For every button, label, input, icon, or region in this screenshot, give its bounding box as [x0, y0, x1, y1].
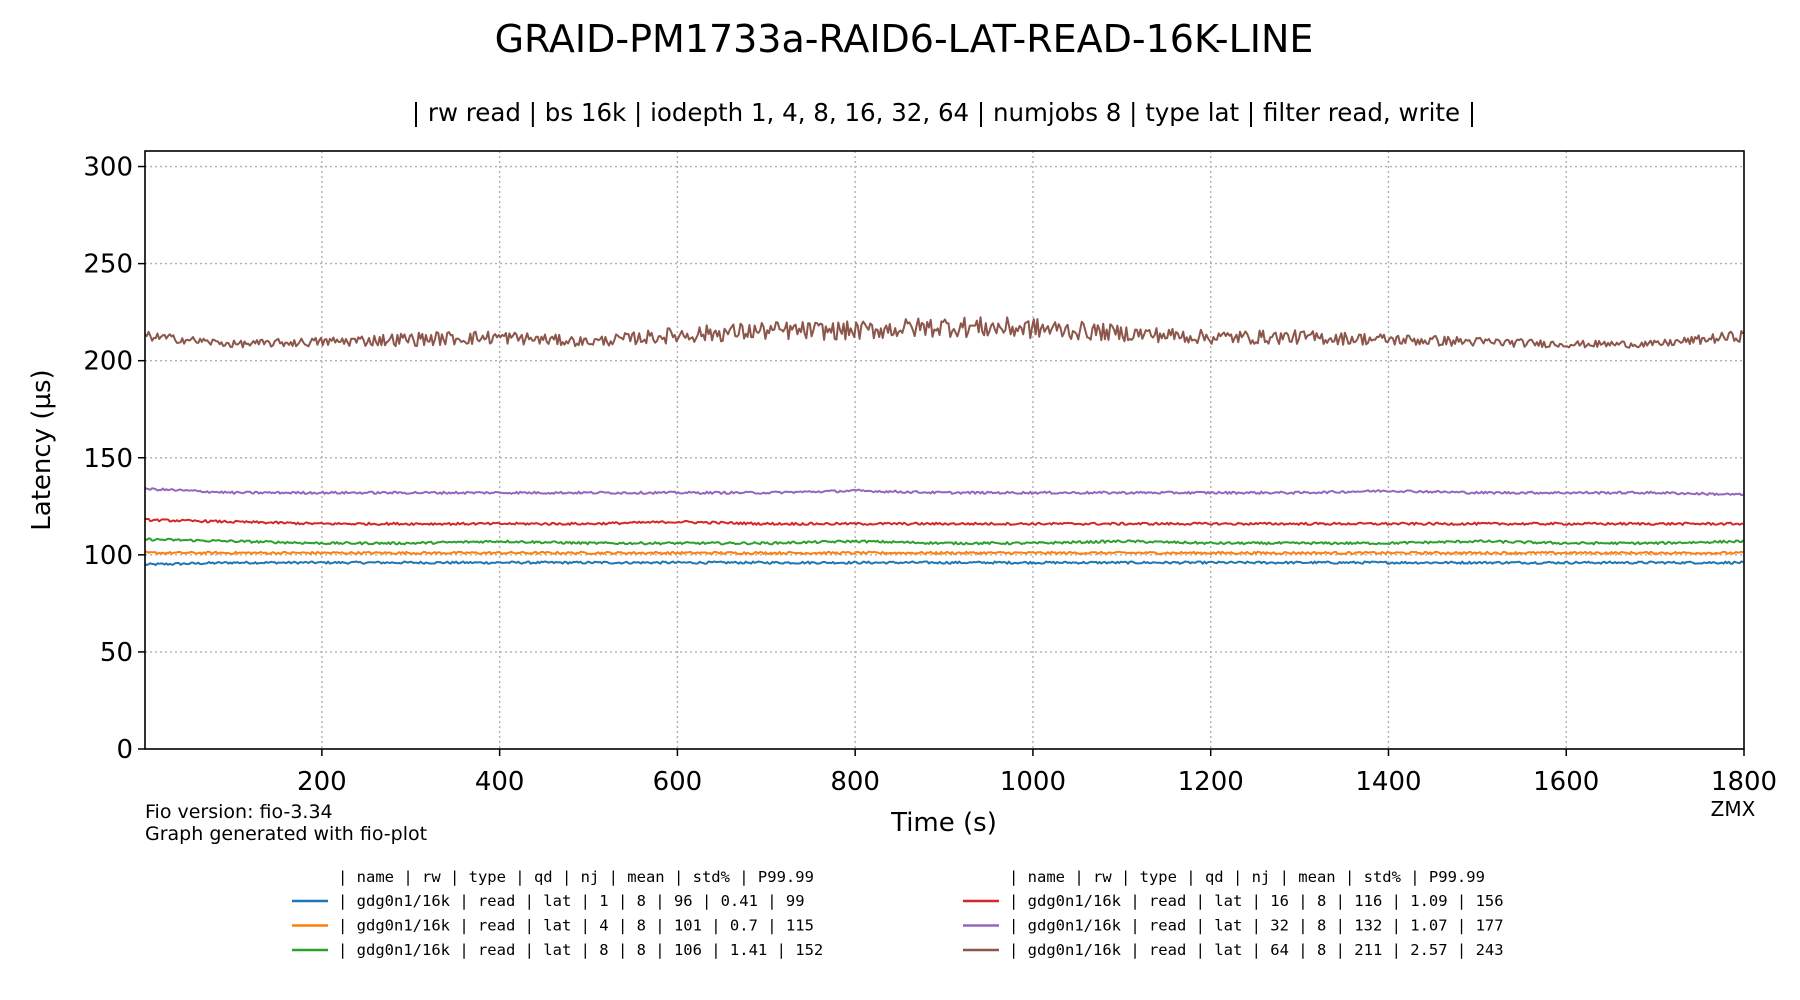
- chart-title: GRAID-PM1733a-RAID6-LAT-READ-16K-LINE: [495, 17, 1314, 61]
- x-tick-label: 1000: [1000, 767, 1066, 797]
- x-tick-label: 1200: [1178, 767, 1244, 797]
- legend-entry: | gdg0n1/16k | read | lat | 1 | 8 | 96 |…: [338, 892, 805, 910]
- y-tick-label: 250: [83, 250, 133, 280]
- series-line-qd8: [144, 537, 1744, 546]
- legend-entry: | gdg0n1/16k | read | lat | 64 | 8 | 211…: [1009, 941, 1504, 959]
- generator-note: Graph generated with fio-plot: [145, 823, 427, 845]
- x-tick-label: 400: [475, 767, 525, 797]
- x-tick-label: 1600: [1533, 767, 1599, 797]
- legend-entry: | gdg0n1/16k | read | lat | 16 | 8 | 116…: [1009, 892, 1504, 910]
- y-axis: 0 50 100 150 200 250 300: [83, 153, 145, 765]
- grid-lines: [145, 151, 1744, 749]
- x-tick-label: 200: [297, 767, 347, 797]
- corner-label: ZMX: [1711, 797, 1756, 821]
- series-line-qd64: [144, 316, 1744, 349]
- legend-entry: | gdg0n1/16k | read | lat | 32 | 8 | 132…: [1009, 917, 1504, 935]
- plot-frame: [144, 150, 1745, 750]
- y-tick-label: 50: [100, 638, 133, 668]
- legend-entry: | gdg0n1/16k | read | lat | 8 | 8 | 106 …: [338, 941, 823, 959]
- series-line-qd4: [145, 550, 1744, 556]
- y-tick-label: 200: [83, 347, 133, 377]
- y-tick-label: 0: [116, 735, 133, 765]
- y-tick-label: 100: [83, 541, 133, 571]
- fio-version-note: Fio version: fio-3.34: [145, 801, 333, 823]
- x-tick-label: 600: [653, 767, 703, 797]
- series-line-qd32: [144, 486, 1744, 497]
- legend-entry: | gdg0n1/16k | read | lat | 4 | 8 | 101 …: [338, 917, 814, 935]
- x-tick-label: 800: [830, 767, 880, 797]
- x-axis: 200 400 600 800 1000 1200 1400 1600 1800: [297, 749, 1777, 797]
- x-axis-label: Time (s): [890, 808, 997, 838]
- series-lines: [144, 316, 1744, 567]
- x-tick-label: 1800: [1711, 767, 1777, 797]
- series-line-qd1: [144, 560, 1744, 567]
- y-tick-label: 300: [83, 153, 133, 183]
- y-tick-label: 150: [83, 444, 133, 474]
- y-axis-label: Latency (µs): [27, 369, 57, 530]
- legend-header: | name | rw | type | qd | nj | mean | st…: [338, 868, 814, 886]
- legend: | name | rw | type | qd | nj | mean | st…: [292, 868, 1504, 959]
- x-tick-label: 1400: [1355, 767, 1421, 797]
- series-line-qd16: [145, 517, 1744, 526]
- chart-subtitle: | rw read | bs 16k | iodepth 1, 4, 8, 16…: [412, 98, 1476, 127]
- legend-header: | name | rw | type | qd | nj | mean | st…: [1009, 868, 1485, 886]
